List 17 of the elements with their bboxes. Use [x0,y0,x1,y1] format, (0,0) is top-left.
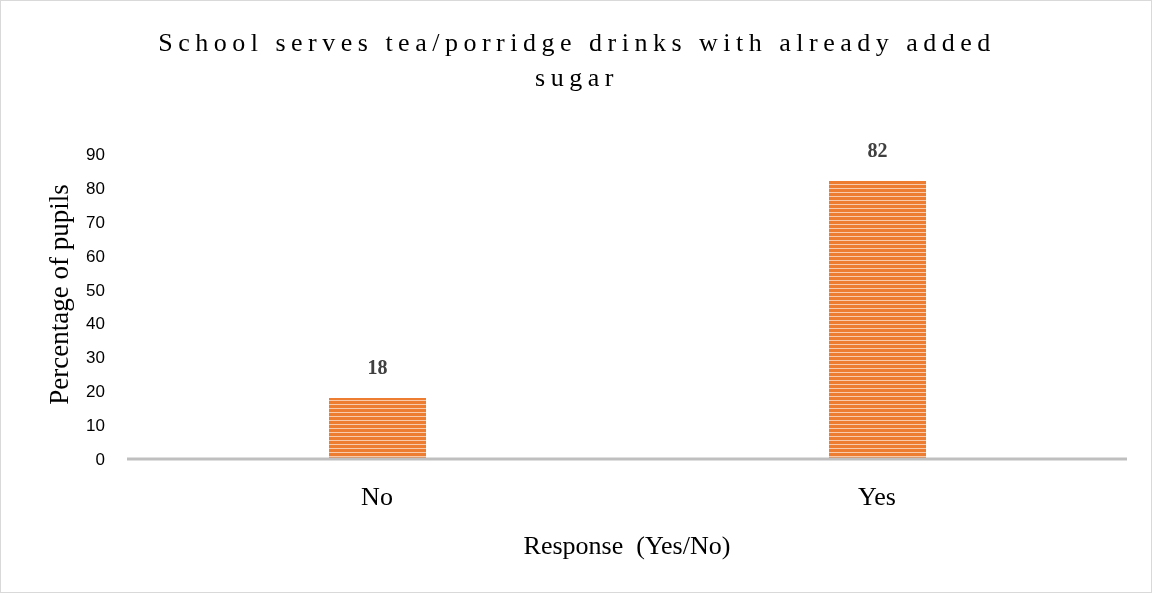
y-tick-label: 10 [86,416,105,436]
data-label: 18 [367,356,388,378]
y-tick-label: 50 [86,280,105,300]
chart-title: School serves tea/porridge drinks with already added sugar [157,27,997,94]
y-tick-label: 90 [86,145,105,165]
y-tick-label: 70 [86,212,105,232]
y-tick-label: 40 [86,314,105,334]
y-axis-title: Percentage of pupils [44,184,74,405]
x-axis-title: Response (Yes/No) [523,530,731,560]
y-tick-label: 20 [86,382,105,402]
y-tick-label: 80 [86,178,105,198]
y-tick-label: 30 [86,348,105,368]
x-tick-label: Yes [858,482,896,512]
y-tick-label: 60 [86,246,105,266]
x-tick-label: No [361,482,393,512]
y-tick-label: 0 [95,450,105,470]
data-label: 82 [867,139,888,162]
